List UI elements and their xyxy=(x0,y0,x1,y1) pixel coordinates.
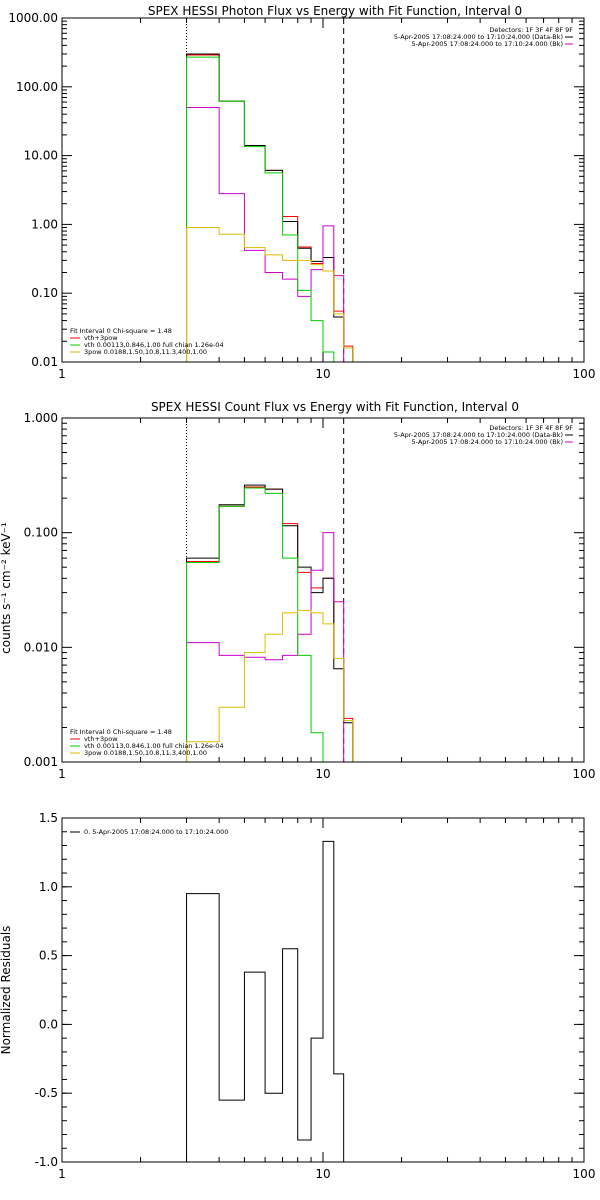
y-tick-label: 100.00 xyxy=(16,80,58,94)
photon-flux-frame xyxy=(61,17,585,363)
legend-vth: vth 0.00113,0.846,1.00 full chian 1.26e-… xyxy=(84,341,224,349)
series-histogram-3 xyxy=(186,56,353,363)
count-flux-legend-fit: Fit Interval 0 Chi-square = 1.48 vth+3po… xyxy=(70,728,224,757)
legend-data-bk: 5-Apr-2005 17:08:24.000 to 17:10:24.000 … xyxy=(394,33,563,41)
y-tick-label: 0.0 xyxy=(39,1017,58,1031)
count-flux-panel: SPEX HESSI Count Flux vs Energy with Fit… xyxy=(0,400,595,781)
series-histogram-0 xyxy=(186,54,354,362)
y-tick-label: -1.0 xyxy=(35,1155,58,1169)
count-flux-series xyxy=(186,484,354,763)
y-tick-label: 1.0 xyxy=(39,880,58,894)
legend-data-bk: 5-Apr-2005 17:08:24.000 to 17:10:24.000 … xyxy=(394,431,563,439)
photon-flux-legend-top: Detectors: 1F 3F 4F 8F 9F 5-Apr-2005 17:… xyxy=(394,26,573,48)
count-flux-frame xyxy=(61,417,585,763)
count-flux-title: SPEX HESSI Count Flux vs Energy with Fit… xyxy=(151,400,519,414)
series-histogram-0 xyxy=(186,486,354,762)
x-tick-label: 10 xyxy=(315,767,330,781)
y-tick-label: 0.010 xyxy=(24,640,58,654)
residuals-legend: 0. 5-Apr-2005 17:08:24.000 to 17:10:24.0… xyxy=(70,828,228,836)
residuals-frame xyxy=(61,817,585,1163)
legend-3pow: 3pow 0.0188,1.50,10.8,11.3,400,1.00 xyxy=(84,348,207,356)
legend-detectors: Detectors: 1F 3F 4F 8F 9F xyxy=(489,26,573,34)
residuals-legend-label: 0. 5-Apr-2005 17:08:24.000 to 17:10:24.0… xyxy=(84,828,228,836)
legend-total: vth+3pow xyxy=(84,334,118,342)
legend-vth: vth 0.00113,0.846,1.00 full chian 1.26e-… xyxy=(84,742,224,750)
y-tick-label: 0.10 xyxy=(31,286,58,300)
legend-bk: 5-Apr-2005 17:08:24.000 to 17:10:24.000 … xyxy=(412,438,563,446)
y-tick-label: 1.000 xyxy=(24,411,58,425)
series-histogram-4 xyxy=(186,609,354,762)
count-flux-legend-top: Detectors: 1F 3F 4F 8F 9F 5-Apr-2005 17:… xyxy=(394,424,573,446)
x-tick-label: 1 xyxy=(58,767,66,781)
y-tick-label: 10.00 xyxy=(24,149,58,163)
legend-3pow: 3pow 0.0188,1.50,10.8,11.3,400,1.00 xyxy=(84,749,207,757)
residuals-series xyxy=(186,840,345,1162)
count-flux-ticks: 1 10 100 0.001 0.010 0.100 1.000 xyxy=(24,411,596,781)
photon-flux-panel: SPEX HESSI Photon Flux vs Energy with Fi… xyxy=(8,4,595,381)
series-histogram-2 xyxy=(186,532,353,763)
y-tick-label: 1000.00 xyxy=(8,11,58,25)
series-histogram-3 xyxy=(186,487,353,763)
x-tick-label: 100 xyxy=(573,367,596,381)
photon-flux-series xyxy=(186,53,354,363)
series-histogram-1 xyxy=(186,484,354,762)
series-histogram-4 xyxy=(186,227,354,362)
y-tick-label: -0.5 xyxy=(35,1086,58,1100)
legend-bk: 5-Apr-2005 17:08:24.000 to 17:10:24.000 … xyxy=(412,40,563,48)
photon-flux-vlines xyxy=(186,18,345,362)
y-tick-label: 0.01 xyxy=(31,355,58,369)
legend-detectors: Detectors: 1F 3F 4F 8F 9F xyxy=(489,424,573,432)
series-histogram-2 xyxy=(186,107,353,363)
x-tick-label: 10 xyxy=(315,367,330,381)
x-tick-label: 1 xyxy=(58,367,66,381)
x-tick-label: 10 xyxy=(315,1167,330,1181)
residuals-ylabel: Normalized Residuals xyxy=(0,926,13,1055)
y-tick-label: 0.100 xyxy=(24,526,58,540)
legend-fit-interval: Fit Interval 0 Chi-square = 1.48 xyxy=(70,728,172,736)
y-tick-label: 0.5 xyxy=(39,949,58,963)
legend-fit-interval: Fit Interval 0 Chi-square = 1.48 xyxy=(70,327,172,335)
x-tick-label: 1 xyxy=(58,1167,66,1181)
photon-flux-title: SPEX HESSI Photon Flux vs Energy with Fi… xyxy=(148,4,522,18)
residuals-ticks: 1 10 100 -1.0 -0.5 0.0 0.5 1.0 1.5 xyxy=(35,811,596,1181)
photon-flux-ticks: 1 10 100 0.01 0.10 1.00 10.00 100.00 1000.00 xyxy=(8,11,595,381)
x-tick-label: 100 xyxy=(573,767,596,781)
y-tick-label: 0.001 xyxy=(24,755,58,769)
x-tick-label: 100 xyxy=(573,1167,596,1181)
residuals-panel: Normalized Residuals 1 10 100 -1.0 -0.5 0.0 0.… xyxy=(0,811,595,1181)
y-tick-label: 1.00 xyxy=(31,217,58,231)
series-histogram-1 xyxy=(186,53,354,362)
photon-flux-legend-fit: Fit Interval 0 Chi-square = 1.48 vth+3po… xyxy=(70,327,224,356)
y-tick-label: 1.5 xyxy=(39,811,58,825)
count-flux-vlines xyxy=(186,418,345,762)
count-flux-ylabel: counts s⁻¹ cm⁻² keV⁻¹ xyxy=(0,522,13,654)
series-histogram-0 xyxy=(186,840,345,1162)
legend-total: vth+3pow xyxy=(84,735,118,743)
